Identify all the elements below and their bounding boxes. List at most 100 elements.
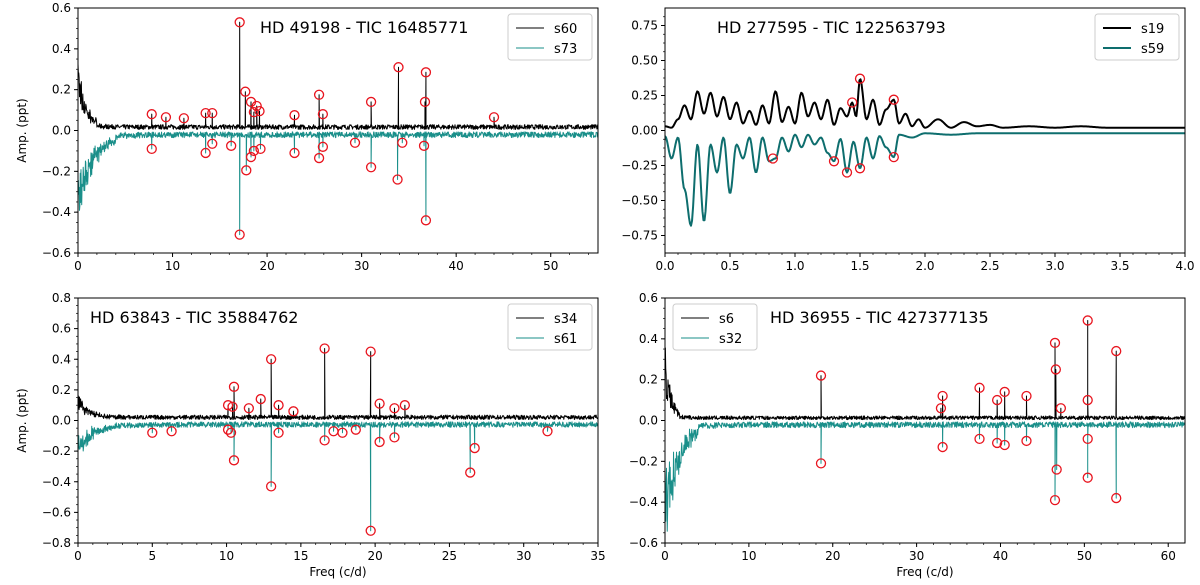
x-tick-label: 0 <box>661 549 669 563</box>
peak-marker-s34-2 <box>228 381 240 392</box>
y-tick-label: −0.2 <box>42 164 71 178</box>
y-tick-label: 0.4 <box>52 352 71 366</box>
y-tick-label: −0.6 <box>42 505 71 519</box>
legend-label-s73: s73 <box>554 42 577 57</box>
x-axis-label: Freq (c/d) <box>896 565 953 579</box>
peak-marker-s60-9 <box>251 100 262 112</box>
x-tick-label: 20 <box>259 259 274 273</box>
legend-box <box>507 303 593 351</box>
x-tick-label: 30 <box>516 549 531 563</box>
peak-marker-s6-6 <box>1021 390 1032 402</box>
plot-area <box>78 343 598 536</box>
peak-marker-s61-9 <box>337 427 348 438</box>
y-tick-label: −0.50 <box>621 194 658 208</box>
peak-marker-s59-0 <box>767 153 779 164</box>
peak-marker-s60-1 <box>160 112 172 123</box>
x-tick-label: 60 <box>1161 549 1176 563</box>
peak-marker-s34-4 <box>255 393 266 405</box>
peak-marker-s60-14 <box>365 96 377 108</box>
series-line-s61 <box>78 421 598 532</box>
x-tick-label: 30 <box>354 259 369 273</box>
peak-marker-s73-17 <box>418 140 430 151</box>
y-tick-label: −0.2 <box>42 444 71 458</box>
peak-marker-s60-15 <box>393 62 404 73</box>
peak-marker-s19-2 <box>888 94 899 105</box>
y-tick-label: 0.2 <box>639 373 658 387</box>
peak-marker-s6-5 <box>999 386 1010 398</box>
peak-marker-s32-9 <box>1082 433 1093 445</box>
peak-marker-s6-7 <box>1049 337 1061 349</box>
y-axis-label: Amp. (ppt) <box>15 388 29 452</box>
y-tick-label: −0.6 <box>629 536 658 550</box>
y-tick-label: 0.75 <box>631 19 658 33</box>
peak-marker-s73-15 <box>397 137 408 148</box>
peak-marker-s32-7 <box>1051 464 1062 475</box>
peak-marker-s32-8 <box>1082 472 1093 483</box>
peak-marker-s61-4 <box>228 455 240 466</box>
peak-marker-s73-2 <box>207 138 218 149</box>
y-tick-label: −0.75 <box>621 229 658 243</box>
chart-title: HD 63843 - TIC 35884762 <box>90 308 298 327</box>
peak-marker-s32-1 <box>937 441 948 453</box>
y-tick-label: 0.6 <box>52 322 71 336</box>
peak-marker-s73-10 <box>313 152 325 164</box>
chart-panel-1: 0 10 20 30 40 50 −0.6 −0.4 −0.2 0.0 0.2 0.4 0.6 Amp. … <box>15 1 599 273</box>
plot-area <box>78 17 598 240</box>
x-tick-label: 0.5 <box>720 259 739 273</box>
peak-marker-s32-2 <box>974 433 985 445</box>
legend-label-s34: s34 <box>554 312 577 327</box>
y-tick-label: −0.4 <box>42 475 71 489</box>
peak-marker-s6-0 <box>815 370 827 381</box>
y-tick-label: −0.2 <box>629 454 658 468</box>
peak-marker-s34-6 <box>273 400 284 411</box>
y-tick-label: 0.2 <box>52 83 71 97</box>
peak-marker-s61-6 <box>273 427 284 438</box>
y-tick-label: 0.0 <box>52 414 71 428</box>
peak-marker-s32-4 <box>999 439 1010 451</box>
peak-marker-s73-11 <box>317 141 329 152</box>
series-line-s59 <box>665 132 1185 227</box>
x-tick-label: 10 <box>741 549 756 563</box>
x-axis-label: Freq (c/d) <box>309 565 366 579</box>
peak-marker-s32-10 <box>1111 492 1122 504</box>
peak-marker-s19-0 <box>847 97 858 108</box>
peak-marker-s19-1 <box>854 73 866 84</box>
peak-marker-s60-0 <box>146 109 157 120</box>
peak-marker-s60-11 <box>289 110 300 121</box>
x-tick-label: 0 <box>74 549 82 563</box>
x-tick-label: 5 <box>148 549 156 563</box>
peak-marker-s60-16 <box>420 67 432 78</box>
chart-title: HD 277595 - TIC 122563793 <box>717 18 946 37</box>
x-tick-label: 20 <box>368 549 383 563</box>
peak-marker-s73-1 <box>200 147 211 159</box>
peak-marker-s6-11 <box>1082 394 1093 406</box>
series-line-s73 <box>78 131 598 236</box>
y-tick-label: 0.25 <box>631 89 658 103</box>
x-tick-label: 30 <box>909 549 924 563</box>
x-tick-label: 25 <box>442 549 457 563</box>
x-tick-label: 2.0 <box>915 259 934 273</box>
x-tick-label: 40 <box>993 549 1008 563</box>
y-tick-label: −0.25 <box>621 159 658 173</box>
peak-marker-s61-5 <box>265 481 277 492</box>
peak-marker-s34-7 <box>288 406 299 417</box>
peak-marker-s61-16 <box>542 426 553 437</box>
peak-marker-s6-9 <box>1055 403 1067 414</box>
peak-marker-s32-5 <box>1021 435 1032 447</box>
peak-marker-s73-16 <box>420 215 432 226</box>
y-tick-label: 0.6 <box>52 1 71 15</box>
series-line-s6 <box>665 319 1185 421</box>
x-tick-label: 20 <box>825 549 840 563</box>
peak-marker-s34-12 <box>399 400 411 411</box>
y-tick-label: −0.8 <box>42 536 71 550</box>
y-tick-label: 0.6 <box>639 291 658 305</box>
peak-marker-s60-2 <box>178 113 190 124</box>
peak-marker-s6-12 <box>1111 345 1122 357</box>
peak-marker-s73-12 <box>349 137 361 148</box>
peak-marker-s59-1 <box>828 156 840 167</box>
y-tick-label: 0.50 <box>631 54 658 68</box>
peak-marker-s59-3 <box>854 163 866 174</box>
x-tick-label: 15 <box>293 549 308 563</box>
peak-marker-s60-6 <box>240 86 251 97</box>
chart-panel-4: 0 10 20 30 40 50 60 −0.6 −0.4 −0.2 0.0 0.2 0.4 0.6 Fre… <box>629 291 1186 579</box>
